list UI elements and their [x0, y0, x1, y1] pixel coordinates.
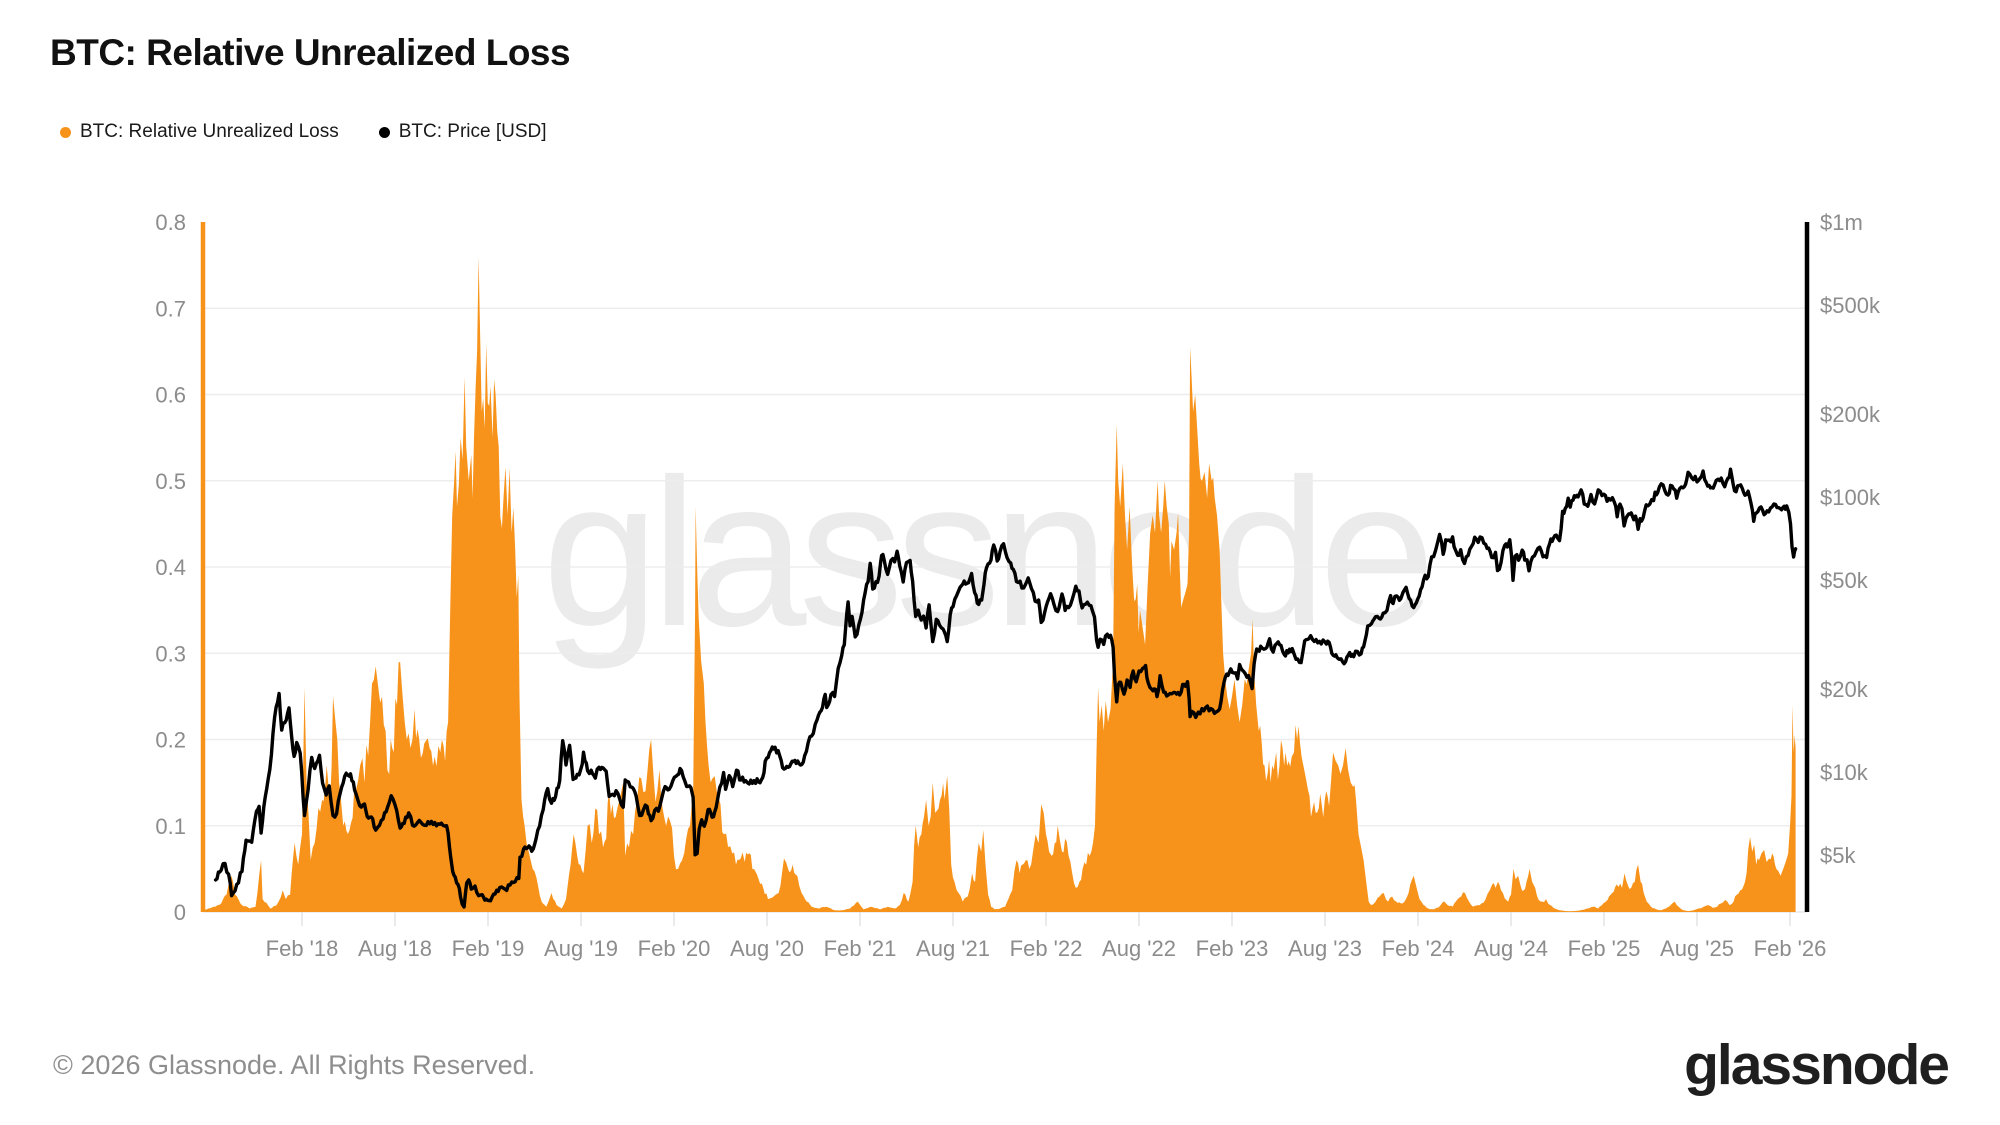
x-tick-label: Aug '21	[916, 936, 990, 961]
x-tick-label: Feb '24	[1382, 936, 1455, 961]
legend-item-unrealized-loss[interactable]: BTC: Relative Unrealized Loss	[60, 121, 339, 143]
y-right-tick-label: $500k	[1820, 293, 1881, 318]
y-left-tick-label: 0.7	[155, 296, 186, 321]
x-tick-label: Feb '26	[1754, 936, 1827, 961]
y-right-tick-label: $100k	[1820, 485, 1881, 510]
y-right-tick-label: $20k	[1820, 677, 1869, 702]
x-tick-label: Feb '21	[824, 936, 897, 961]
x-tick-label: Feb '22	[1010, 936, 1083, 961]
x-tick-label: Aug '20	[730, 936, 804, 961]
x-tick-label: Feb '20	[638, 936, 711, 961]
x-tick-label: Aug '24	[1474, 936, 1548, 961]
x-tick-label: Aug '18	[358, 936, 432, 961]
y-left-tick-label: 0.4	[155, 555, 186, 580]
x-tick-label: Feb '25	[1568, 936, 1641, 961]
x-tick-label: Aug '22	[1102, 936, 1176, 961]
y-right-tick-label: $5k	[1820, 843, 1856, 868]
y-left-tick-label: 0.1	[155, 814, 186, 839]
x-tick-label: Aug '23	[1288, 936, 1362, 961]
y-right-tick-label: $50k	[1820, 568, 1869, 593]
copyright-text: © 2026 Glassnode. All Rights Reserved.	[53, 1050, 536, 1080]
chart-canvas[interactable]: glassnode 0 0.1 0.2 0.3 0.4 0.5 0.6 0.7 0.8 $1m $50…	[0, 0, 2000, 1000]
x-tick-label: Feb '23	[1196, 936, 1269, 961]
page-title: BTC: Relative Unrealized Loss	[50, 32, 571, 73]
y-left-tick-label: 0.5	[155, 469, 186, 494]
y-left-tick-label: 0	[174, 900, 186, 925]
x-tick-label: Feb '18	[266, 936, 339, 961]
black-dot-icon	[378, 126, 390, 138]
unrealized-loss-area	[203, 256, 1796, 912]
y-left-tick-label: 0.2	[155, 728, 186, 753]
legend-label: BTC: Price [USD]	[398, 121, 547, 142]
y-right-tick-label: $200k	[1820, 402, 1881, 427]
x-tick-label: Aug '19	[544, 936, 618, 961]
legend-item-price[interactable]: BTC: Price [USD]	[378, 121, 547, 143]
legend-label: BTC: Relative Unrealized Loss	[80, 121, 339, 142]
watermark-text: glassnode	[542, 435, 1427, 670]
y-left-tick-label: 0.6	[155, 383, 186, 408]
y-left-tick-label: 0.8	[155, 210, 186, 235]
x-tick-label: Feb '19	[452, 936, 525, 961]
orange-dot-icon	[60, 126, 71, 138]
y-right-tick-label: $1m	[1820, 210, 1863, 235]
x-tick-label: Aug '25	[1660, 936, 1734, 961]
chart-area: glassnode 0 0.1 0.2 0.3 0.4 0.5 0.6 0.7 0.8 $1m $50…	[0, 0, 2000, 1000]
price-line	[213, 467, 1798, 909]
y-left-tick-label: 0.3	[155, 641, 186, 666]
chart-legend: BTC: Relative Unrealized Loss BTC: Price…	[60, 121, 547, 143]
y-right-tick-label: $10k	[1820, 760, 1869, 785]
glassnode-logo: glassnode	[1684, 1033, 1950, 1097]
